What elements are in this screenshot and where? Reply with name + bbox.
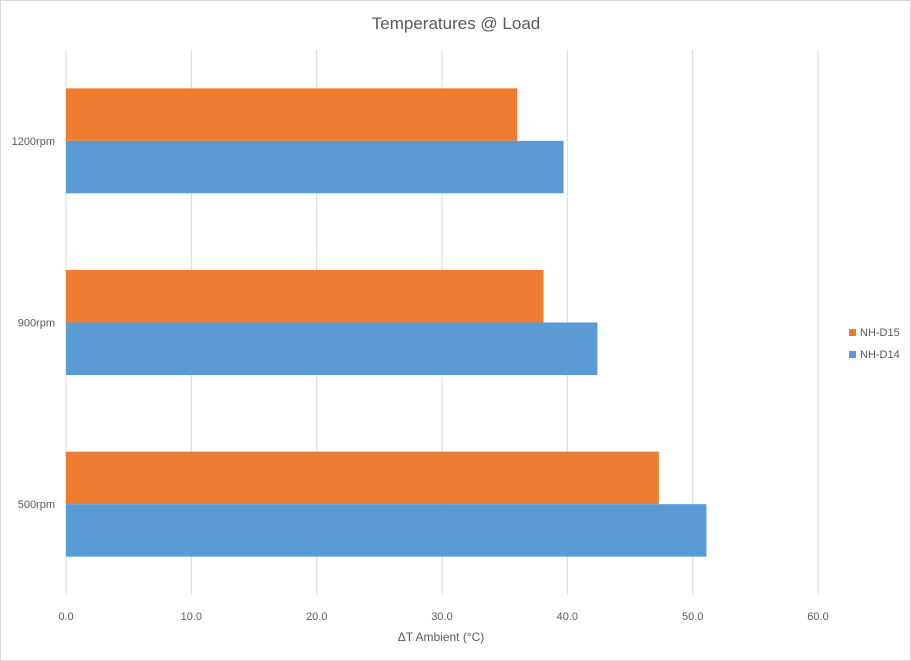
legend-entry: NH-D14 — [860, 349, 900, 361]
bar-nh-d14-500rpm — [66, 504, 707, 557]
x-tick-label: 40.0 — [557, 611, 578, 623]
bar-nh-d15-900rpm — [66, 270, 544, 323]
category-label: 1200rpm — [12, 136, 55, 148]
x-tick-label: 20.0 — [306, 611, 327, 623]
category-labels: 500rpm 900rpm 1200rpm — [12, 136, 55, 511]
bar-nh-d15-1200rpm — [66, 88, 518, 141]
legend-swatch — [849, 351, 856, 358]
bars — [66, 88, 707, 557]
x-axis-label: ΔT Ambient (°C) — [398, 630, 485, 644]
legend-entry: NH-D15 — [860, 327, 900, 339]
x-tick-label: 0.0 — [58, 611, 73, 623]
bar-nh-d14-900rpm — [66, 322, 598, 375]
x-tick-label: 50.0 — [682, 611, 703, 623]
chart-title: Temperatures @ Load — [372, 14, 540, 33]
bar-nh-d14-1200rpm — [66, 140, 564, 194]
bar-nh-d15-500rpm — [66, 451, 659, 505]
x-tick-label: 30.0 — [431, 611, 452, 623]
legend-swatch — [849, 329, 856, 336]
legend: NH-D15 NH-D14 — [849, 327, 900, 361]
category-label: 900rpm — [18, 318, 55, 330]
x-tick-label: 60.0 — [807, 611, 828, 623]
category-label: 500rpm — [18, 499, 55, 511]
x-tick-labels: 0.0 10.0 20.0 30.0 40.0 50.0 60.0 — [58, 611, 828, 623]
x-tick-label: 10.0 — [181, 611, 202, 623]
